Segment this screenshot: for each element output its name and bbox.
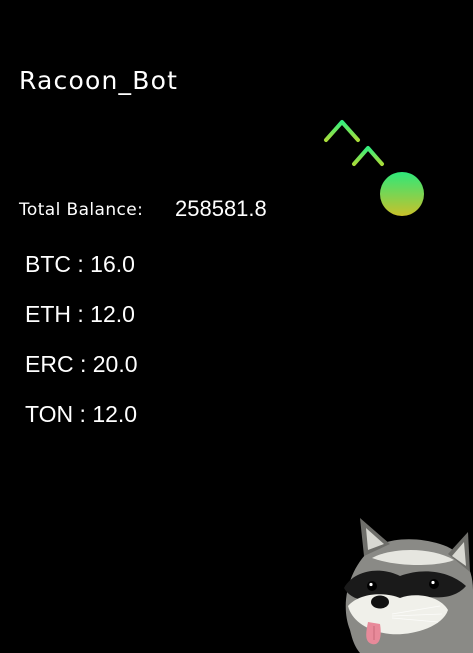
coin-symbol: TON	[25, 401, 74, 427]
green-ball-icon	[380, 172, 424, 216]
coin-separator: :	[73, 351, 93, 377]
total-balance-label: Total Balance:	[19, 200, 144, 220]
coin-row-erc: ERC : 20.0	[25, 350, 138, 400]
coin-separator: :	[71, 251, 91, 277]
coin-amount: 12.0	[90, 301, 135, 327]
coin-row-ton: TON : 12.0	[25, 400, 138, 450]
coin-amount: 12.0	[92, 401, 138, 427]
coin-symbol: ERC	[25, 351, 74, 377]
coin-separator: :	[71, 301, 91, 327]
coin-amount: 16.0	[90, 251, 135, 277]
trend-up-arrows-icon	[324, 120, 424, 216]
coin-row-eth: ETH : 12.0	[25, 300, 138, 350]
coin-list: BTC : 16.0 ETH : 12.0 ERC : 20.0 TON : 1…	[25, 250, 138, 450]
coin-row-btc: BTC : 16.0	[25, 250, 138, 300]
arrow-up-small-icon	[352, 146, 384, 198]
coin-separator: :	[73, 401, 93, 427]
app-title: Racoon_Bot	[19, 66, 179, 95]
total-balance-value: 258581.8	[175, 196, 267, 221]
coin-symbol: BTC	[25, 251, 71, 277]
coin-amount: 20.0	[92, 351, 138, 377]
raccoon-mascot	[344, 518, 473, 653]
arrow-up-large-icon	[324, 120, 360, 174]
coin-symbol: ETH	[25, 301, 71, 327]
